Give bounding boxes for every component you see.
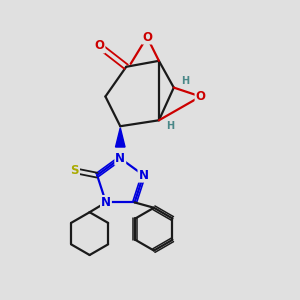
Text: H: H [166,121,174,130]
Text: N: N [115,152,125,165]
Polygon shape [116,128,125,147]
Text: O: O [142,31,152,44]
Text: N: N [101,196,111,209]
Text: N: N [139,169,148,182]
Text: O: O [196,90,206,103]
Text: S: S [70,164,79,177]
Text: O: O [94,40,104,52]
Text: H: H [181,76,189,86]
